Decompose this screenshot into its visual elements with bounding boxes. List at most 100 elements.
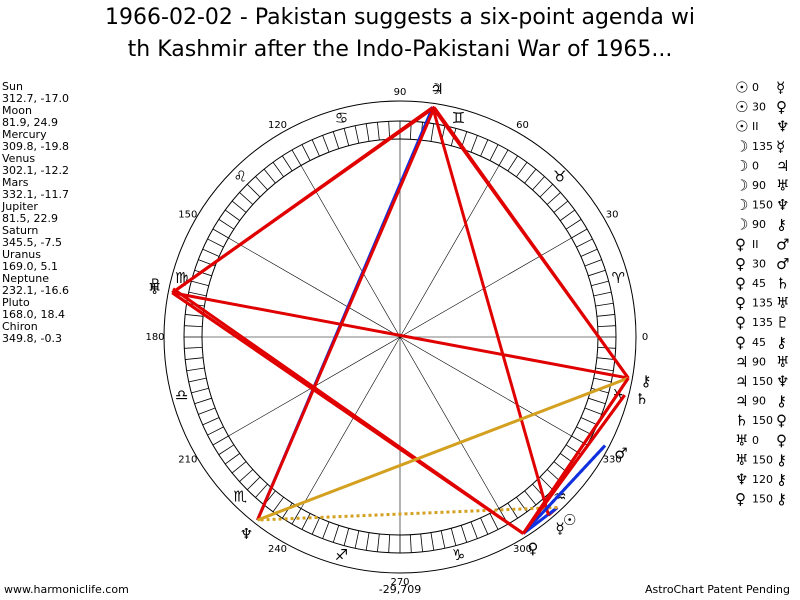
zodiac-sign: ♎ <box>175 386 188 404</box>
ring-tick <box>255 176 268 191</box>
degree-label: 330 <box>603 455 622 466</box>
ring-tick <box>489 144 499 161</box>
planet-coords: 168.0, 18.4 <box>2 308 65 321</box>
aspect-planet: ☿ <box>776 137 785 155</box>
planet-coords: 312.7, -17.0 <box>2 92 69 105</box>
ring-tick <box>239 469 254 482</box>
center-label: -29,709 <box>379 583 421 596</box>
aspect-planet: ♀ <box>735 314 746 332</box>
aspect-angle: 30 <box>752 101 766 114</box>
degree-label: 60 <box>516 120 529 131</box>
title-line: th Kashmir after the Indo-Pakistani War … <box>128 37 673 62</box>
ring-tick <box>212 228 229 239</box>
degree-label: 270 <box>390 577 409 588</box>
planet-glyph: ♀ <box>527 539 538 557</box>
ring-tick <box>311 517 320 535</box>
ring-tick <box>559 209 575 221</box>
aspect-planet: ⚷ <box>776 392 787 410</box>
planet-coords: 232.1, -16.6 <box>2 284 69 297</box>
ring-tick <box>343 528 350 546</box>
planet-coords: 309.8, -19.8 <box>2 140 69 153</box>
ring-tick <box>186 367 205 372</box>
ring-tick <box>532 176 545 191</box>
aspect-angle: 150 <box>752 493 773 506</box>
ring-tick <box>595 367 614 372</box>
aspect-planet: ♀ <box>776 98 787 116</box>
ring-tick <box>191 280 209 287</box>
aspect-line <box>256 106 436 521</box>
ring-tick <box>225 209 241 221</box>
ring-tick <box>584 259 602 267</box>
ring-tick <box>409 534 412 553</box>
ring-tick <box>377 122 380 141</box>
ring-tick <box>332 525 340 543</box>
zodiac-sign: ♋ <box>335 109 348 127</box>
aspect-planet: ♂ <box>776 255 789 273</box>
aspect-line <box>171 291 629 380</box>
planet-name: Jupiter <box>1 200 38 213</box>
ring-tick <box>301 513 311 530</box>
planet-name: Neptune <box>2 272 49 285</box>
planet-coords: 349.8, -0.3 <box>2 332 62 345</box>
ring-tick <box>597 325 616 328</box>
ring-tick <box>184 325 203 328</box>
ring-tick <box>311 139 320 157</box>
aspect-angle: 135 <box>752 297 773 310</box>
zodiac-sign: ♐ <box>335 546 348 564</box>
ring-tick <box>593 291 612 297</box>
planet-name: Saturn <box>2 224 38 237</box>
aspect-planet: ☉ <box>735 79 748 97</box>
ring-tick <box>470 521 478 539</box>
aspect-angle: 0 <box>752 434 759 447</box>
ring-tick <box>571 228 588 239</box>
aspect-planet: ♃ <box>735 373 748 391</box>
spoke <box>399 336 572 437</box>
ring-tick <box>354 530 360 549</box>
planet-name: Pluto <box>2 296 30 309</box>
degree-label: 210 <box>178 455 197 466</box>
ring-tick <box>322 521 330 539</box>
ring-tick <box>524 168 537 184</box>
ring-tick <box>185 314 204 317</box>
ring-tick <box>272 496 284 512</box>
aspect-angle: 150 <box>752 414 773 427</box>
ring-tick <box>595 302 614 307</box>
ring-tick <box>588 269 606 277</box>
aspect-planet: ♀ <box>735 490 746 508</box>
planet-glyph: ☉ <box>563 511 576 529</box>
ring-tick <box>202 417 220 426</box>
aspect-angle: 90 <box>752 395 766 408</box>
ring-tick <box>470 135 478 153</box>
ring-tick <box>365 123 370 142</box>
zodiac-sign: ♑ <box>452 546 465 564</box>
planet-coords: 81.5, 22.9 <box>2 212 58 225</box>
ring-tick <box>507 155 518 172</box>
spoke <box>228 237 401 338</box>
spoke <box>300 336 401 509</box>
footer-left: www.harmoniclife.com <box>4 583 129 596</box>
ring-tick <box>584 407 602 415</box>
aspect-planet: ♀ <box>735 235 746 253</box>
ring-tick <box>207 426 224 436</box>
degree-label: 300 <box>513 544 532 555</box>
ring-tick <box>593 377 612 383</box>
ring-tick <box>198 407 216 415</box>
aspect-planet: ♅ <box>735 431 748 449</box>
aspect-angle: 150 <box>752 375 773 388</box>
aspect-planet: ♀ <box>735 275 746 293</box>
planet-glyph: ♂ <box>614 444 627 462</box>
aspect-planet: ♃ <box>735 353 748 371</box>
aspect-planet: ☿ <box>776 79 785 97</box>
aspect-planet: ⚷ <box>776 451 787 469</box>
aspect-planet: ☽ <box>735 216 748 234</box>
degree-label: 30 <box>606 210 619 221</box>
aspect-planet: ♀ <box>735 255 746 273</box>
aspect-planet: ♀ <box>776 431 787 449</box>
aspect-angle: 135 <box>752 140 773 153</box>
aspect-planet: ♄ <box>735 412 748 430</box>
aspect-angle: 120 <box>752 473 773 486</box>
ring-tick <box>546 192 561 205</box>
planet-glyph: ♆ <box>240 525 253 543</box>
aspect-planet: ♄ <box>776 275 789 293</box>
